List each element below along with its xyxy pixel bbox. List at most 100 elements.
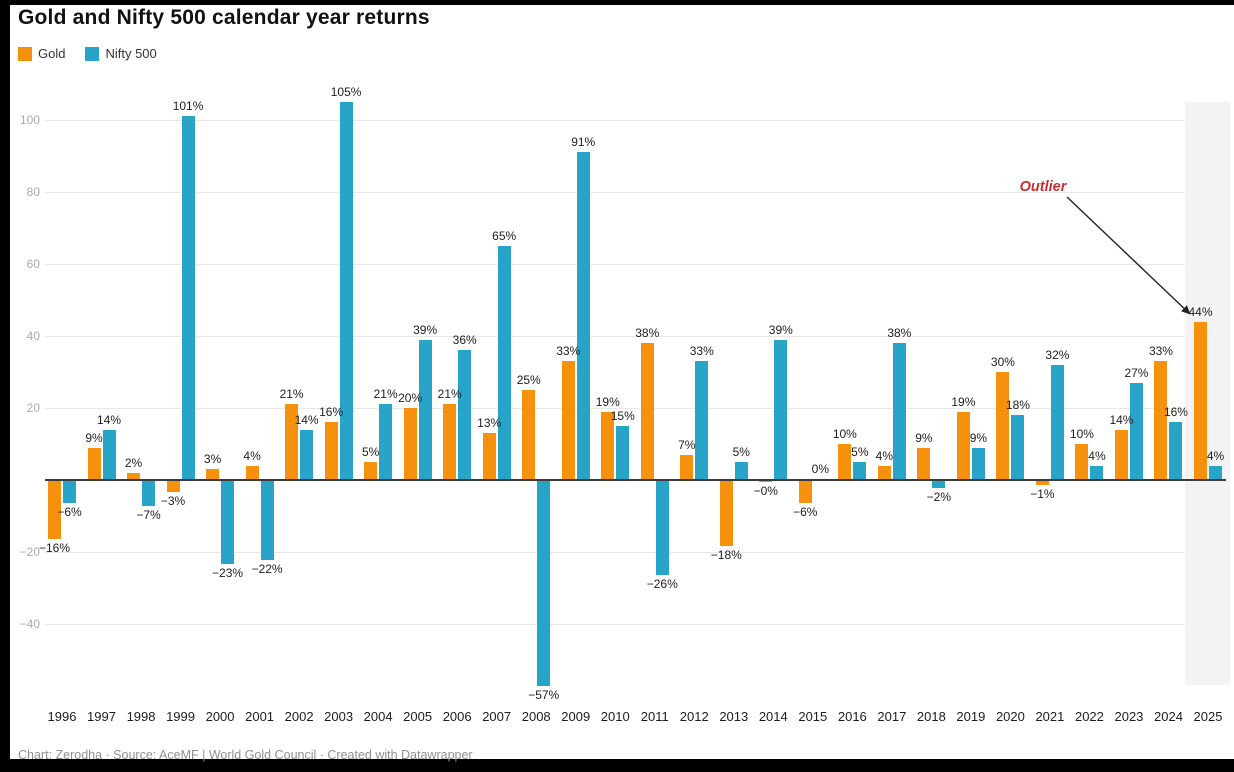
bar-nifty500-2014[interactable]: [774, 339, 788, 480]
bar-gold-2001[interactable]: [245, 465, 259, 480]
value-label: −22%: [251, 562, 283, 577]
bar-gold-2010[interactable]: [601, 411, 615, 480]
y-axis-tick-label: −40: [19, 617, 40, 631]
bar-nifty500-2013[interactable]: [734, 462, 748, 480]
value-label: 9%: [915, 430, 933, 445]
legend-swatch-nifty500-icon: [85, 46, 100, 61]
x-axis-label: 2007: [482, 709, 512, 724]
bar-nifty500-2018[interactable]: [932, 481, 946, 489]
gridline: [45, 264, 1226, 265]
bar-gold-2025[interactable]: [1193, 321, 1207, 480]
bar-gold-2003[interactable]: [324, 422, 338, 480]
value-label: 19%: [595, 394, 620, 409]
x-axis-label: 2000: [205, 709, 235, 724]
plot-area: 2025 4% 44% 2024 16% 33% 2023 27% 14% 2022 4% 10% 20…: [10, 5, 1234, 759]
bar-gold-2023[interactable]: [1114, 429, 1128, 480]
bar-nifty500-2009[interactable]: [576, 152, 590, 480]
value-label: 39%: [413, 322, 438, 337]
bar-gold-2012[interactable]: [680, 454, 694, 480]
bar-nifty500-2010[interactable]: [616, 426, 630, 480]
bar-gold-2021[interactable]: [1035, 481, 1049, 485]
bar-gold-1996[interactable]: [48, 481, 61, 539]
chart-frame: Gold and Nifty 500 calendar year returns…: [10, 5, 1234, 762]
x-axis-label: 1997: [87, 709, 116, 724]
bar-nifty500-2016[interactable]: [853, 462, 867, 480]
bar-nifty500-2019[interactable]: [971, 447, 985, 480]
value-label: 14%: [294, 412, 319, 427]
bar-gold-2002[interactable]: [285, 404, 299, 480]
bar-nifty500-2007[interactable]: [497, 246, 511, 480]
value-label: 25%: [516, 373, 541, 387]
bar-gold-2016[interactable]: [838, 444, 852, 480]
x-axis-label: 2022: [1074, 709, 1104, 724]
value-label: 5%: [851, 445, 869, 459]
value-label: 14%: [1109, 412, 1134, 427]
bar-nifty500-2012[interactable]: [695, 361, 709, 480]
x-axis-label: 2008: [521, 709, 551, 724]
value-label: 4%: [243, 448, 261, 463]
bar-gold-2004[interactable]: [364, 462, 378, 480]
bar-gold-2000[interactable]: [206, 469, 220, 480]
bar-gold-2013[interactable]: [719, 481, 733, 546]
bar-nifty500-1997[interactable]: [102, 429, 116, 480]
bar-nifty500-2011[interactable]: [655, 481, 669, 575]
bar-gold-2007[interactable]: [482, 433, 496, 480]
bar-gold-2019[interactable]: [956, 411, 970, 480]
value-label: 5%: [732, 445, 750, 459]
y-axis-tick-label: 40: [26, 329, 40, 343]
bar-nifty500-2023[interactable]: [1129, 382, 1143, 480]
bar-gold-2022[interactable]: [1075, 444, 1089, 480]
bar-gold-2005[interactable]: [403, 408, 417, 480]
bar-gold-1999[interactable]: [166, 481, 180, 492]
legend-label-gold: Gold: [38, 46, 66, 61]
bar-nifty500-2003[interactable]: [339, 102, 353, 480]
gridline: [45, 624, 1226, 625]
x-axis-label: 2017: [877, 709, 907, 724]
value-label: 2%: [124, 455, 143, 470]
outlier-annotation: Outlier: [1019, 179, 1067, 195]
value-label: 15%: [610, 409, 635, 423]
bar-nifty500-2021[interactable]: [1050, 364, 1064, 480]
bar-nifty500-2006[interactable]: [458, 350, 472, 480]
value-label: −57%: [528, 688, 560, 703]
bar-nifty500-2024[interactable]: [1169, 422, 1183, 480]
bar-gold-2015[interactable]: [798, 481, 812, 503]
value-label: −16%: [38, 540, 71, 555]
x-axis-label: 2018: [916, 709, 946, 724]
value-label: −18%: [710, 547, 742, 562]
y-axis-tick-label: 100: [19, 113, 40, 127]
bar-gold-2014[interactable]: [759, 481, 773, 483]
legend: Gold Nifty 500: [18, 46, 157, 61]
bar-gold-1998[interactable]: [127, 472, 141, 480]
bar-gold-2008[interactable]: [522, 390, 536, 480]
bar-nifty500-2008[interactable]: [537, 481, 551, 687]
highlight-band-2025: [1184, 102, 1230, 685]
bar-gold-2006[interactable]: [443, 404, 457, 480]
bar-nifty500-1996[interactable]: [63, 481, 76, 503]
bar-gold-2017[interactable]: [877, 465, 891, 480]
bar-gold-2020[interactable]: [996, 372, 1010, 480]
value-label: −7%: [136, 508, 161, 523]
gridline: [45, 336, 1226, 337]
value-label: −26%: [646, 576, 678, 591]
bar-nifty500-2022[interactable]: [1090, 465, 1104, 480]
bar-nifty500-1999[interactable]: [181, 116, 195, 480]
bar-gold-2011[interactable]: [640, 343, 654, 480]
chart-title: Gold and Nifty 500 calendar year returns: [18, 6, 430, 29]
bar-nifty500-2002[interactable]: [300, 429, 314, 480]
bar-nifty500-1998[interactable]: [142, 481, 156, 507]
bar-nifty500-2001[interactable]: [260, 481, 274, 561]
bar-gold-2024[interactable]: [1154, 361, 1168, 480]
value-label: 38%: [887, 326, 912, 341]
bar-gold-1997[interactable]: [87, 447, 101, 480]
x-axis-label: 2025: [1193, 709, 1223, 724]
bar-gold-2018[interactable]: [917, 447, 931, 480]
value-label: 21%: [437, 387, 462, 402]
bar-nifty500-2005[interactable]: [418, 339, 432, 480]
bar-nifty500-2000[interactable]: [221, 481, 235, 564]
bar-nifty500-2004[interactable]: [379, 404, 393, 480]
bar-gold-2009[interactable]: [561, 361, 575, 480]
bar-nifty500-2017[interactable]: [892, 343, 906, 480]
bar-nifty500-2020[interactable]: [1011, 415, 1025, 480]
bar-nifty500-2025[interactable]: [1208, 465, 1222, 480]
